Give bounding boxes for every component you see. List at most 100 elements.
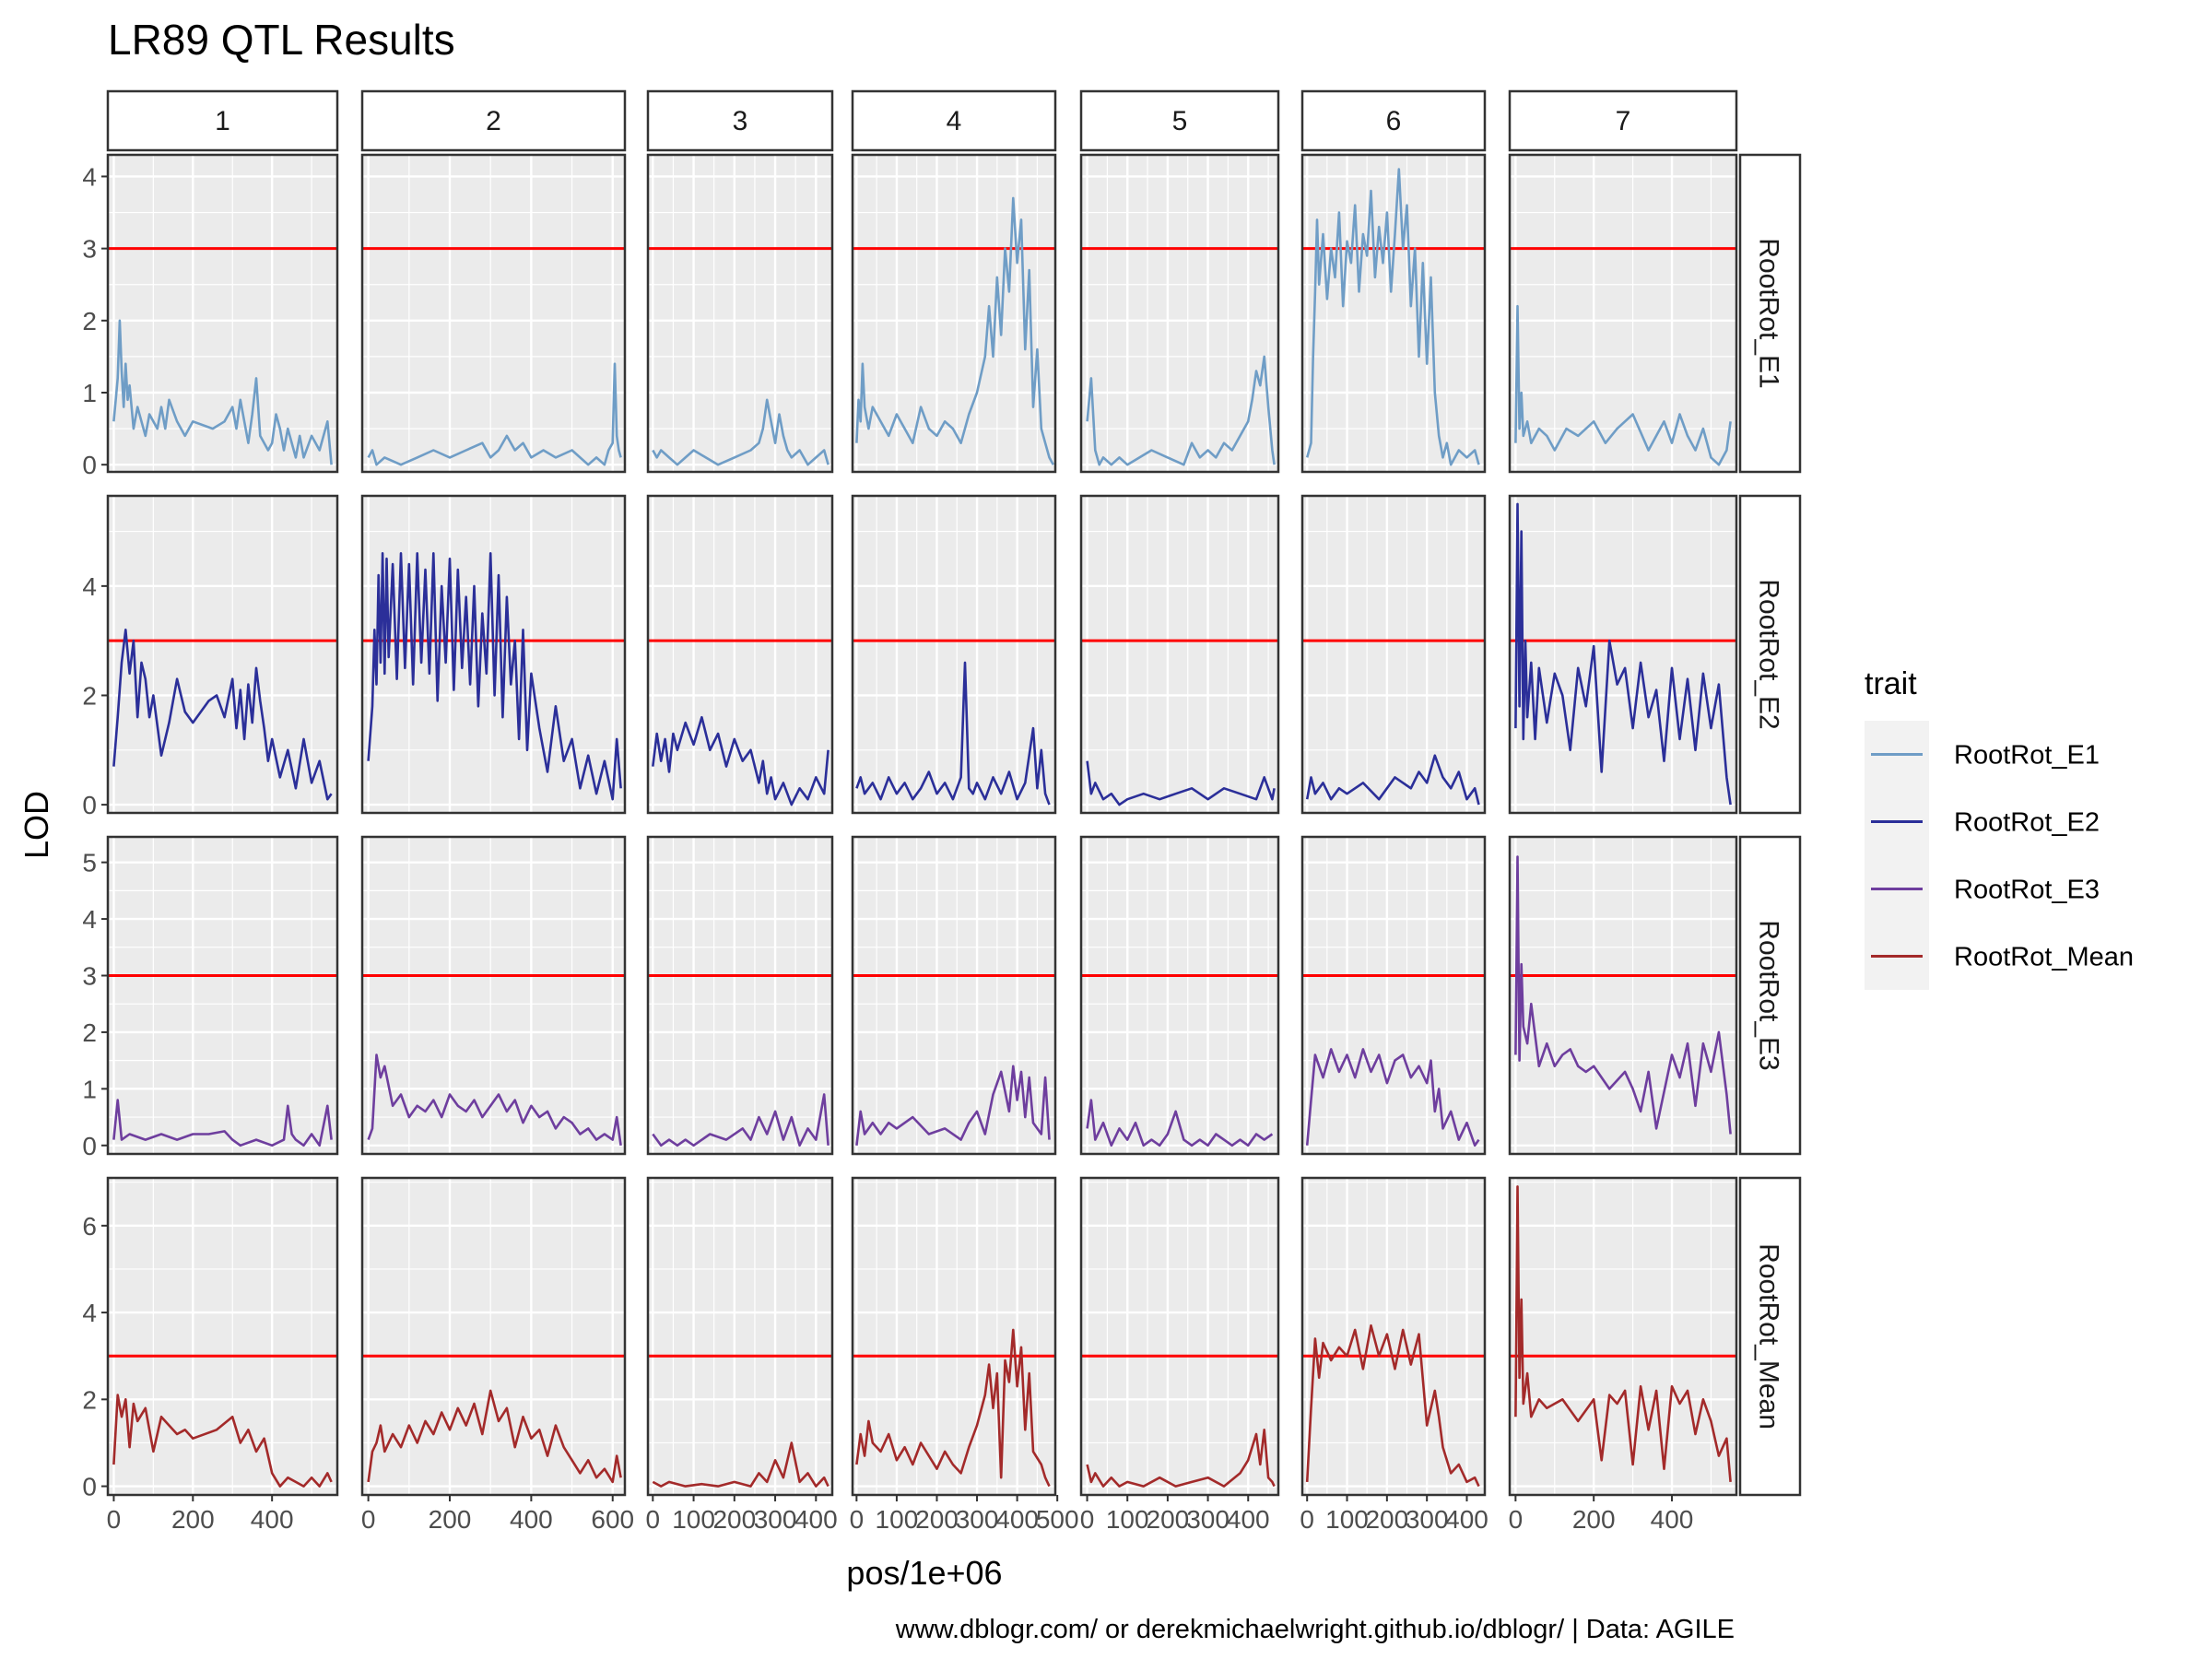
x-tick-label: 300 [1186,1505,1230,1534]
strip-label-RootRot_E1: RootRot_E1 [1754,238,1784,388]
series-line-RootRot_Mean-chr-1 [112,1394,333,1488]
panel-bg-RootRot_E1-chr-2 [362,155,625,472]
panel-border-RootRot_Mean-chr-5 [1079,1176,1280,1497]
strip-chr-1 [106,89,339,152]
y-tick-label: 2 [82,1018,97,1047]
series-line-RootRot_E2-chr-6 [1305,754,1480,806]
panel-border-RootRot_E2-chr-1 [106,494,339,815]
panel-bg-RootRot_Mean-chr-5 [1081,1178,1278,1495]
y-tick-label: 3 [82,962,97,991]
panel-bg-RootRot_E2-chr-7 [1510,496,1736,813]
panel-bg-RootRot_E3-chr-7 [1510,837,1736,1154]
series-line-RootRot_E2-chr-5 [1086,760,1276,806]
panel-bg-RootRot_E3-chr-1 [108,837,337,1154]
legend-label-RootRot_E3: RootRot_E3 [1954,876,2100,905]
series-line-RootRot_E3-chr-4 [855,1065,1051,1146]
series-line-RootRot_Mean-chr-7 [1514,1185,1732,1483]
panel-bg-RootRot_E1-chr-1 [108,155,337,472]
x-tick-label: 400 [1651,1505,1694,1534]
panel-border-RootRot_E2-chr-2 [360,494,627,815]
panel-bg-RootRot_E1-chr-6 [1302,155,1485,472]
x-tick-label: 100 [1325,1505,1369,1534]
panel-bg-RootRot_Mean-chr-6 [1302,1178,1485,1495]
x-tick-label: 500 [1036,1505,1079,1534]
x-tick-label: 200 [1147,1505,1190,1534]
x-tick-label: 200 [1572,1505,1616,1534]
x-tick-label: 200 [429,1505,472,1534]
series-line-RootRot_E3-chr-3 [652,1093,830,1147]
strip-trait-RootRot_E3 [1738,835,1802,1156]
strip-label-RootRot_E3: RootRot_E3 [1754,920,1784,1070]
panel-border-RootRot_E3-chr-6 [1300,835,1487,1156]
x-axis-title: pos/1e+06 [846,1554,1002,1592]
y-tick-label: 0 [82,1132,97,1160]
panel-border-RootRot_E3-chr-4 [851,835,1057,1156]
series-line-RootRot_E3-chr-7 [1514,855,1732,1135]
y-tick-label: 2 [82,681,97,710]
strip-trait-RootRot_E2 [1738,494,1802,815]
x-tick-label: 300 [754,1505,797,1534]
strip-label-chr-3: 3 [733,106,748,136]
panel-border-RootRot_Mean-chr-7 [1508,1176,1738,1497]
series-line-RootRot_E2-chr-7 [1514,502,1732,806]
strip-label-RootRot_Mean: RootRot_Mean [1754,1243,1784,1430]
y-tick-label: 4 [82,905,97,934]
x-tick-label: 0 [850,1505,865,1534]
series-line-RootRot_E1-chr-5 [1086,355,1276,466]
series-line-RootRot_Mean-chr-5 [1086,1429,1276,1488]
panel-border-RootRot_E1-chr-3 [646,153,834,474]
strip-label-RootRot_E2: RootRot_E2 [1754,579,1784,729]
x-tick-label: 200 [915,1505,959,1534]
panel-bg-RootRot_E1-chr-5 [1081,155,1278,472]
panel-border-RootRot_E3-chr-7 [1508,835,1738,1156]
panel-border-RootRot_E1-chr-5 [1079,153,1280,474]
panel-border-RootRot_Mean-chr-4 [851,1176,1057,1497]
x-tick-label: 400 [995,1505,1039,1534]
panel-bg-RootRot_Mean-chr-2 [362,1178,625,1495]
x-tick-label: 600 [591,1505,634,1534]
panel-border-RootRot_Mean-chr-3 [646,1176,834,1497]
series-line-RootRot_Mean-chr-4 [855,1328,1051,1488]
strip-label-chr-4: 4 [947,106,962,136]
panel-bg-RootRot_E3-chr-3 [648,837,832,1154]
panel-border-RootRot_Mean-chr-2 [360,1176,627,1497]
y-tick-label: 4 [82,1299,97,1327]
legend-title: trait [1865,666,1917,701]
panel-border-RootRot_E2-chr-3 [646,494,834,815]
x-tick-label: 100 [876,1505,919,1534]
panel-bg-RootRot_E3-chr-6 [1302,837,1485,1154]
strip-chr-5 [1079,89,1280,152]
y-tick-label: 0 [82,451,97,479]
panel-border-RootRot_E1-chr-6 [1300,153,1487,474]
panel-bg-RootRot_E3-chr-2 [362,837,625,1154]
strip-trait-RootRot_Mean [1738,1176,1802,1497]
series-line-RootRot_E1-chr-2 [367,362,622,466]
x-tick-label: 300 [956,1505,999,1534]
series-line-RootRot_Mean-chr-6 [1305,1324,1480,1488]
strip-label-chr-5: 5 [1172,106,1188,136]
x-tick-label: 0 [1509,1505,1524,1534]
legend-label-RootRot_E1: RootRot_E1 [1954,741,2100,771]
x-tick-label: 400 [251,1505,294,1534]
panel-bg-RootRot_E2-chr-4 [853,496,1055,813]
strip-chr-2 [360,89,627,152]
series-line-RootRot_E2-chr-2 [367,551,622,801]
panel-border-RootRot_E3-chr-1 [106,835,339,1156]
series-line-RootRot_Mean-chr-3 [652,1441,830,1488]
strip-chr-6 [1300,89,1487,152]
x-tick-label: 400 [510,1505,553,1534]
y-tick-label: 2 [82,307,97,335]
panel-border-RootRot_E3-chr-2 [360,835,627,1156]
series-line-RootRot_E1-chr-7 [1514,304,1732,466]
panel-bg-RootRot_E1-chr-7 [1510,155,1736,472]
y-tick-label: 0 [82,1473,97,1501]
facet-panels: 1 2 3 4 5 6 7 RootRot_E1 RootRot_E2 RootRot_E3 Roo… [82,89,1802,1534]
panel-border-RootRot_Mean-chr-1 [106,1176,339,1497]
x-tick-label: 0 [646,1505,661,1534]
y-tick-label: 4 [82,572,97,601]
series-line-RootRot_E3-chr-2 [367,1053,622,1146]
series-line-RootRot_E2-chr-4 [855,661,1051,806]
panel-bg-RootRot_Mean-chr-3 [648,1178,832,1495]
series-line-RootRot_E3-chr-6 [1305,1048,1480,1147]
